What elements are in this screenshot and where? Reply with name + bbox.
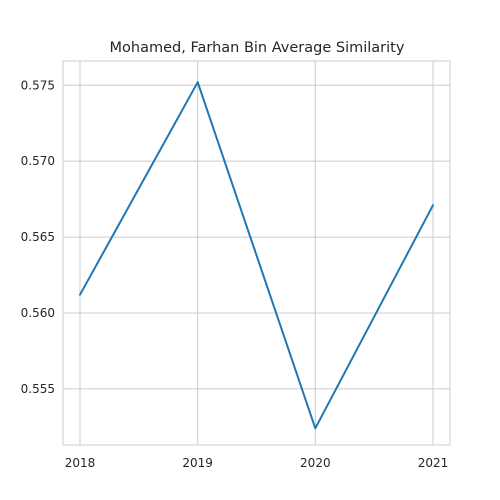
x-tick-label: 2018 [65, 456, 96, 470]
x-tick-label: 2021 [418, 456, 449, 470]
y-tick-label: 0.555 [21, 382, 55, 396]
y-tick-label: 0.575 [21, 78, 55, 92]
y-tick-label: 0.560 [21, 306, 55, 320]
chart-title: Mohamed, Farhan Bin Average Similarity [110, 40, 405, 56]
x-tick-label: 2019 [182, 456, 213, 470]
x-tick-label: 2020 [300, 456, 331, 470]
axis-tick-labels: 2018 2019 2020 2021 0.555 0.560 0.565 0.570 0.57… [21, 78, 449, 470]
series-lines [79, 81, 434, 430]
series-line [79, 81, 434, 430]
plot-area [62, 60, 451, 446]
y-tick-label: 0.565 [21, 230, 55, 244]
y-tick-label: 0.570 [21, 154, 55, 168]
grid-lines [63, 61, 450, 445]
